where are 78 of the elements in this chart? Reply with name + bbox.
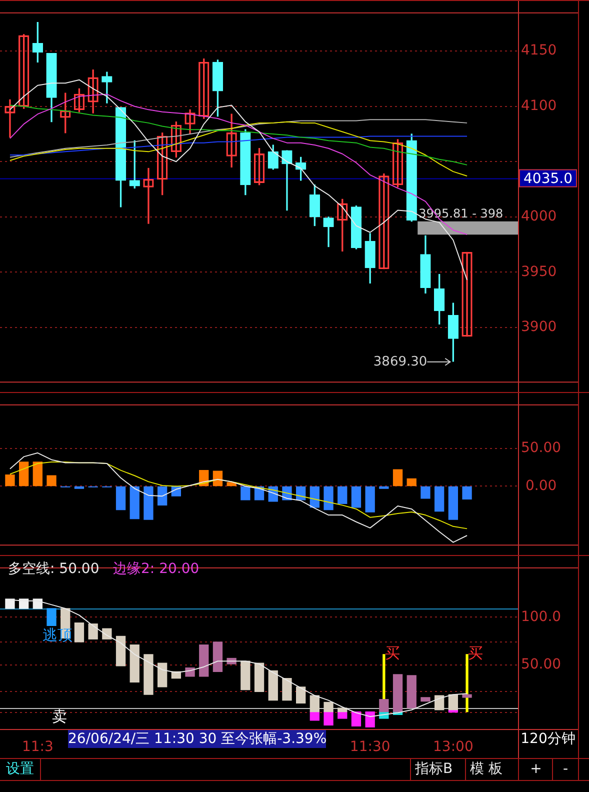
- bar: [351, 486, 362, 508]
- data-label: 买: [468, 644, 484, 662]
- bar: [420, 697, 430, 702]
- ref-line-label: 4035.0: [524, 170, 572, 187]
- y-tick-label: 50.00: [520, 440, 562, 456]
- y-tick-label: 3950: [520, 264, 557, 280]
- bar: [74, 622, 84, 642]
- bar: [392, 674, 403, 712]
- text: 120分钟: [520, 730, 576, 748]
- bar: [406, 675, 416, 708]
- bar: [324, 486, 334, 510]
- bar: [310, 695, 320, 712]
- bar: [338, 711, 348, 719]
- bar: [116, 636, 126, 666]
- bar: [462, 694, 472, 698]
- text: 设置: [6, 760, 34, 778]
- bar: [365, 486, 375, 512]
- bar: [392, 469, 403, 486]
- bar: [406, 478, 416, 486]
- y-tick-label: 3900: [520, 319, 557, 336]
- bar: [448, 486, 458, 520]
- bar: [268, 670, 278, 701]
- y-tick-label: 4000: [520, 208, 557, 225]
- y-tick-label: 4100: [520, 98, 557, 114]
- text: -: [562, 760, 570, 778]
- bar: [157, 486, 168, 506]
- bar: [144, 654, 154, 695]
- bar: [296, 686, 306, 704]
- bar: [448, 694, 458, 710]
- y-tick-label: 100.0: [520, 608, 562, 625]
- data-label: 买: [384, 644, 400, 662]
- bar: [199, 644, 209, 677]
- bar: [240, 486, 250, 500]
- bar: [379, 699, 389, 712]
- bar: [18, 462, 29, 486]
- text: 26/06/24/三 11:30 30 至今张幅-3.39%: [68, 730, 327, 748]
- bar: [130, 644, 140, 682]
- bar: [338, 486, 348, 504]
- bar: [88, 623, 98, 640]
- bar: [462, 486, 472, 500]
- bar: [157, 662, 168, 688]
- bar: [379, 486, 389, 489]
- bar: [240, 660, 250, 690]
- x-tick-label: 13:00: [433, 739, 474, 756]
- bar: [116, 486, 126, 510]
- y-tick-label: 0.00: [525, 478, 557, 494]
- y-tick-label: 50.00: [520, 656, 562, 673]
- bar: [351, 711, 362, 726]
- bar: [434, 695, 444, 710]
- y-tick-label: 4150: [520, 42, 557, 59]
- annotation: 3869.30: [373, 354, 428, 370]
- bar: [130, 486, 140, 520]
- bar: [310, 711, 320, 721]
- bar: [46, 608, 56, 626]
- bar: [212, 642, 223, 672]
- bar: [46, 475, 56, 486]
- bar: [144, 486, 154, 520]
- text: 指标B: [415, 760, 453, 778]
- x-tick-label: 11:30: [350, 739, 390, 756]
- bar: [466, 654, 468, 712]
- bar: [338, 708, 348, 712]
- bar: [420, 486, 430, 499]
- bar: [254, 662, 264, 692]
- bar: [5, 474, 15, 486]
- candlestick: [462, 252, 472, 337]
- bar: [74, 486, 84, 489]
- text: 模 板: [470, 760, 502, 778]
- bar: [32, 462, 43, 486]
- bar: [434, 486, 444, 512]
- bar: [324, 711, 334, 726]
- bar: [282, 678, 292, 701]
- bar: [310, 486, 320, 508]
- bar: [365, 711, 375, 728]
- ref-line-label: 卖: [52, 707, 67, 726]
- x-tick-label: 11:3: [22, 739, 54, 756]
- text: +: [529, 760, 543, 778]
- candlestick: [282, 150, 292, 211]
- bar: [324, 702, 334, 712]
